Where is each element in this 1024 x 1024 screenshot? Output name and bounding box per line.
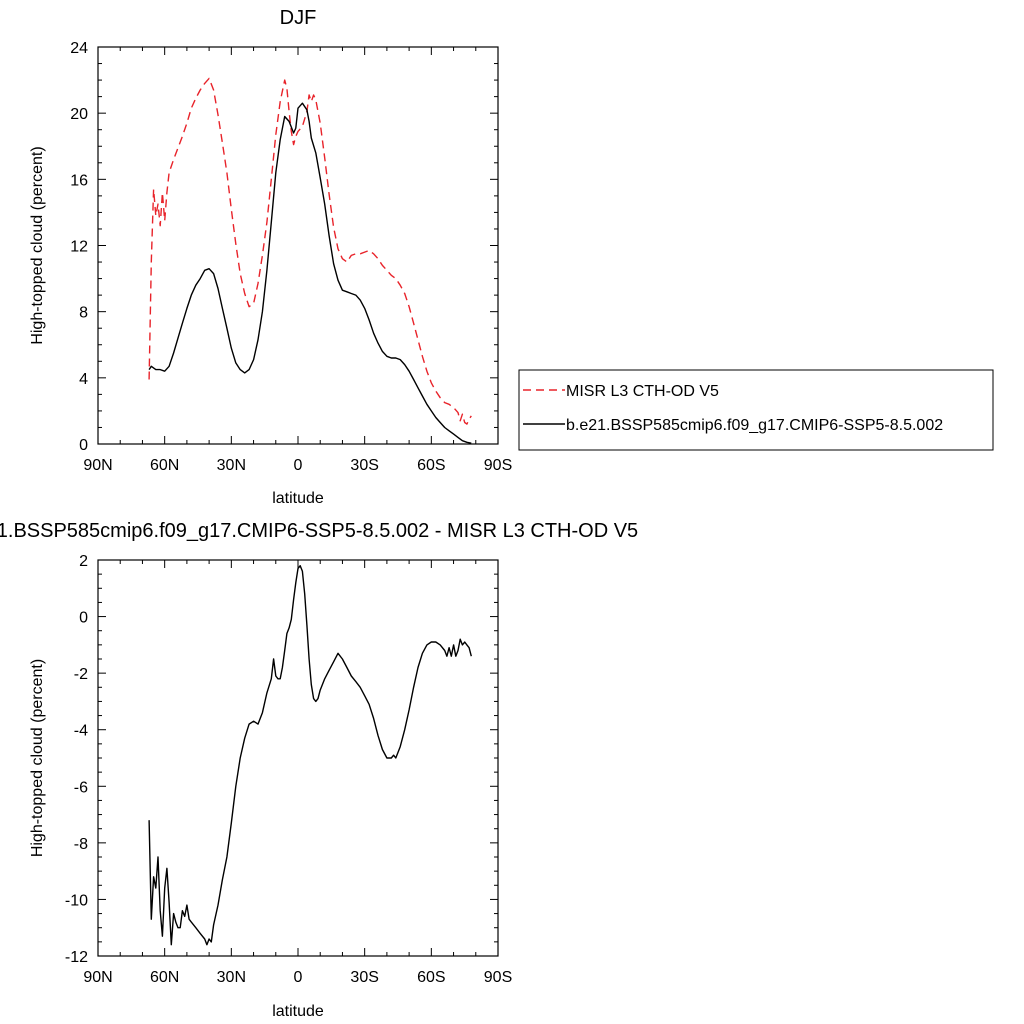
x-tick-label: 0 <box>294 969 303 986</box>
x-tick-label: 60S <box>417 457 445 474</box>
y-tick-label: 4 <box>79 371 88 388</box>
legend: MISR L3 CTH-OD V5 b.e21.BSSP585cmip6.f09… <box>518 369 994 451</box>
x-tick-label: 90N <box>83 969 112 986</box>
y-axis-label: High-topped cloud (percent) <box>29 659 46 857</box>
y-tick-label: 0 <box>79 437 88 454</box>
top-panel: DJF 90N 60N 30N 0 30S 60S 90S 0 4 8 12 16 20 24 lati… <box>29 7 994 507</box>
x-tick-label: 30S <box>350 457 378 474</box>
x-tick-label: 30S <box>350 969 378 986</box>
chart-title: DJF <box>280 7 317 29</box>
y-tick-label: -12 <box>65 949 88 966</box>
y-axis: -12 -10 -8 -6 -4 -2 0 2 <box>65 553 498 966</box>
series-group <box>148 77 472 444</box>
y-axis-label: High-topped cloud (percent) <box>29 146 46 344</box>
plot-frame <box>97 559 499 957</box>
y-tick-label: 2 <box>79 553 88 570</box>
y-tick-label: 20 <box>70 106 88 123</box>
series-line-1 <box>148 102 472 444</box>
x-axis-label: latitude <box>272 490 324 507</box>
difference-chart-title: b.e21.BSSP585cmip6.f09_g17.CMIP6-SSP5-8.… <box>0 520 638 542</box>
x-tick-label: 60N <box>150 969 179 986</box>
y-tick-label: -6 <box>74 779 88 796</box>
plot-frame <box>97 46 499 445</box>
x-tick-label: 30N <box>217 969 246 986</box>
legend-entry-model: b.e21.BSSP585cmip6.f09_g17.CMIP6-SSP5-8.… <box>566 417 943 434</box>
y-tick-label: 12 <box>70 239 88 256</box>
x-tick-label: 60S <box>417 969 445 986</box>
x-tick-label: 30N <box>217 457 246 474</box>
legend-entry-misr: MISR L3 CTH-OD V5 <box>566 383 719 400</box>
x-axis: 90N 60N 30N 0 30S 60S 90S <box>83 47 512 474</box>
x-axis-label: latitude <box>272 1003 324 1020</box>
x-axis: 90N 60N 30N 0 30S 60S 90S <box>83 560 512 986</box>
series-line-0 <box>148 565 472 946</box>
y-tick-label: 8 <box>79 305 88 322</box>
bottom-panel: b.e21.BSSP585cmip6.f09_g17.CMIP6-SSP5-8.… <box>0 520 638 1020</box>
x-tick-label: 60N <box>150 457 179 474</box>
y-tick-label: -4 <box>74 723 88 740</box>
y-tick-label: -8 <box>74 836 88 853</box>
y-tick-label: -2 <box>74 666 88 683</box>
y-tick-label: 16 <box>70 172 88 189</box>
y-axis: 0 4 8 12 16 20 24 <box>70 40 498 454</box>
series-group <box>148 565 472 946</box>
x-tick-label: 90S <box>484 457 512 474</box>
y-tick-label: -10 <box>65 892 88 909</box>
x-tick-label: 0 <box>294 457 303 474</box>
x-tick-label: 90S <box>484 969 512 986</box>
series-line-0 <box>148 77 472 425</box>
y-tick-label: 0 <box>79 610 88 627</box>
y-tick-label: 24 <box>70 40 88 57</box>
x-tick-label: 90N <box>83 457 112 474</box>
legend-box <box>518 369 994 451</box>
